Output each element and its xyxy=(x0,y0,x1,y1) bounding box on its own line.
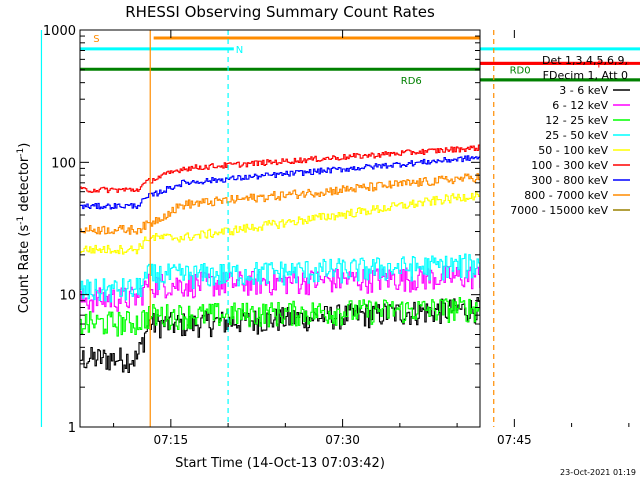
y-axis-label-end: ) xyxy=(17,143,32,148)
y-axis-label-sup1: -1 xyxy=(16,216,26,225)
plot-frame xyxy=(79,29,481,428)
y-axis-label-main: Count Rate (s xyxy=(17,225,32,314)
flag-bars-layer: S N F RD0 RD6 xyxy=(80,34,640,87)
x-tick-label-07-30: 07:30 xyxy=(325,433,360,447)
chart-title: RHESSI Observing Summary Count Rates xyxy=(125,3,435,21)
legend: Det 1,3,4,5,6,9, FDecim 1, Att 0 3 - 6 keV… xyxy=(510,54,630,217)
event-lines-layer xyxy=(40,30,495,427)
y-axis-label: Count Rate (s-1 detector-1) xyxy=(16,143,32,314)
y-axis-label-sup2: -1 xyxy=(16,148,26,157)
legend-label-300-800-kev: 300 - 800 keV xyxy=(531,174,608,187)
flag-label-rd0: RD0 xyxy=(510,65,531,76)
legend-label-12-25-kev: 12 - 25 keV xyxy=(545,114,608,127)
footer-date: 23-Oct-2021 01:19 xyxy=(560,468,636,477)
x-axis-label: Start Time (14-Oct-13 07:03:42) xyxy=(175,456,385,471)
y-axis-label-mid: detector xyxy=(17,156,32,216)
series-line-25-50-kev xyxy=(80,253,480,303)
legend-header-2: FDecim 1, Att 0 xyxy=(543,69,628,82)
series-line-300-800-kev xyxy=(80,155,480,210)
series-line-50-100-kev xyxy=(80,190,480,255)
x-tick-label-07-45: 07:45 xyxy=(497,433,532,447)
series-line-3-6-kev xyxy=(80,296,480,374)
series-line-100-300-kev xyxy=(80,144,480,194)
legend-label-800-7000-kev: 800 - 7000 keV xyxy=(524,189,608,202)
series-line-12-25-kev xyxy=(80,296,480,337)
legend-header-1: Det 1,3,4,5,6,9, xyxy=(542,54,628,67)
legend-label-3-6-kev: 3 - 6 keV xyxy=(559,84,608,97)
legend-label-25-50-kev: 25 - 50 keV xyxy=(545,129,608,142)
flag-label-n: N xyxy=(236,45,243,56)
y-tick-label-10: 10 xyxy=(59,289,76,304)
series-layer xyxy=(80,144,480,374)
y-tick-label-100: 100 xyxy=(51,156,76,171)
flag-label-s: S xyxy=(93,34,99,45)
legend-label-6-12-kev: 6 - 12 keV xyxy=(552,99,608,112)
y-tick-label-1: 1 xyxy=(68,421,76,436)
series-line-800-7000-kev xyxy=(80,173,480,235)
flag-label-f: F xyxy=(597,59,603,70)
legend-label-50-100-kev: 50 - 100 keV xyxy=(538,144,608,157)
x-tick-label-07-15: 07:15 xyxy=(154,433,189,447)
legend-label-7000-15000-kev: 7000 - 15000 keV xyxy=(510,204,608,217)
y-tick-label-1000: 1000 xyxy=(43,24,76,39)
legend-label-100-300-kev: 100 - 300 keV xyxy=(531,159,608,172)
flag-label-rd6: RD6 xyxy=(401,76,422,87)
